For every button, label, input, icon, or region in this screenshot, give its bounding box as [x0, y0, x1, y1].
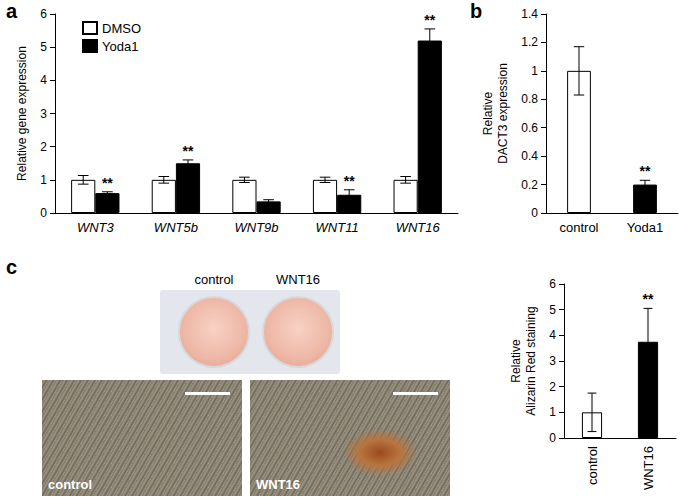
- html-text:c: c: [6, 256, 18, 278]
- svg-text:**: **: [344, 173, 355, 189]
- svg-text:Alizarin Red staining: Alizarin Red staining: [524, 306, 538, 415]
- svg-text:6: 6: [549, 277, 556, 291]
- svg-text:1: 1: [531, 64, 538, 78]
- html-text:WNT16: WNT16: [276, 272, 320, 287]
- svg-text:**: **: [424, 12, 435, 28]
- svg-text:Relative: Relative: [509, 339, 523, 383]
- svg-text:0.4: 0.4: [521, 149, 538, 163]
- svg-text:3: 3: [549, 354, 556, 368]
- html-text:control: control: [48, 477, 93, 492]
- svg-text:0: 0: [40, 206, 47, 220]
- svg-text:0: 0: [549, 431, 556, 445]
- svg-text:Relative gene expression: Relative gene expression: [15, 46, 29, 181]
- svg-text:DACT3 expression: DACT3 expression: [496, 63, 510, 164]
- svg-text:6: 6: [40, 7, 47, 21]
- svg-text:1: 1: [40, 173, 47, 187]
- svg-text:control: control: [559, 220, 598, 235]
- svg-text:1.2: 1.2: [521, 35, 538, 49]
- svg-text:1: 1: [549, 405, 556, 419]
- svg-text:5: 5: [549, 303, 556, 317]
- svg-text:WNT9b: WNT9b: [234, 220, 278, 235]
- svg-text:3: 3: [40, 107, 47, 121]
- svg-text:2: 2: [549, 380, 556, 394]
- svg-text:Relative: Relative: [481, 92, 495, 136]
- svg-text:WNT5b: WNT5b: [154, 220, 198, 235]
- svg-text:Yoda1: Yoda1: [627, 220, 663, 235]
- svg-text:DMSO: DMSO: [102, 21, 141, 36]
- html-text:b: b: [470, 0, 483, 22]
- svg-text:**: **: [640, 163, 651, 179]
- html-text:WNT16: WNT16: [256, 477, 301, 492]
- svg-text:1.4: 1.4: [521, 7, 538, 21]
- svg-text:**: **: [183, 143, 194, 159]
- svg-text:**: **: [643, 291, 654, 307]
- svg-text:WNT3: WNT3: [77, 220, 115, 235]
- svg-text:0.2: 0.2: [521, 178, 538, 192]
- svg-text:4: 4: [40, 73, 47, 87]
- svg-text:2: 2: [40, 140, 47, 154]
- html-text:a: a: [6, 0, 18, 22]
- svg-text:0.6: 0.6: [521, 121, 538, 135]
- svg-text:WNT16: WNT16: [641, 446, 656, 490]
- html-text:control: control: [194, 272, 234, 287]
- svg-text:4: 4: [549, 328, 556, 342]
- svg-text:WNT16: WNT16: [396, 220, 441, 235]
- svg-text:Yoda1: Yoda1: [102, 39, 138, 54]
- svg-text:0: 0: [531, 206, 538, 220]
- svg-text:WNT11: WNT11: [316, 220, 359, 235]
- svg-text:**: **: [102, 175, 113, 191]
- svg-text:control: control: [585, 446, 600, 485]
- svg-text:0.8: 0.8: [521, 92, 538, 106]
- svg-text:5: 5: [40, 40, 47, 54]
